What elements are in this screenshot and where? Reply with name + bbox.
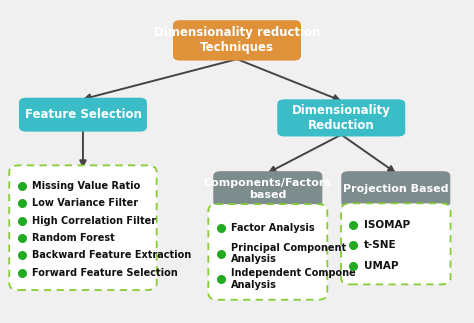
Text: Low Variance Filter: Low Variance Filter: [32, 198, 138, 208]
FancyBboxPatch shape: [9, 165, 156, 290]
Text: Feature Selection: Feature Selection: [25, 108, 141, 121]
Text: Missing Value Ratio: Missing Value Ratio: [32, 181, 140, 191]
FancyBboxPatch shape: [341, 171, 450, 207]
Text: Factor Analysis: Factor Analysis: [231, 224, 315, 233]
Text: UMAP: UMAP: [364, 261, 398, 271]
Text: High Correlation Filter: High Correlation Filter: [32, 216, 156, 225]
Text: Projection Based: Projection Based: [343, 184, 448, 194]
FancyBboxPatch shape: [19, 98, 147, 132]
Text: Principal Component
Analysis: Principal Component Analysis: [231, 243, 346, 264]
FancyBboxPatch shape: [208, 204, 327, 300]
FancyBboxPatch shape: [213, 171, 322, 207]
Text: ISOMAP: ISOMAP: [364, 220, 410, 230]
FancyBboxPatch shape: [173, 20, 301, 61]
Text: Dimensionality reduction
Techniques: Dimensionality reduction Techniques: [154, 26, 320, 54]
Text: Random Forest: Random Forest: [32, 233, 115, 243]
FancyBboxPatch shape: [341, 203, 450, 284]
Text: t-SNE: t-SNE: [364, 241, 396, 250]
FancyBboxPatch shape: [277, 99, 405, 136]
Text: Components/Factors
based: Components/Factors based: [204, 178, 332, 200]
Text: Forward Feature Selection: Forward Feature Selection: [32, 268, 178, 278]
Text: Backward Feature Extraction: Backward Feature Extraction: [32, 251, 191, 260]
Text: Independent Compone
Analysis: Independent Compone Analysis: [231, 268, 356, 289]
Text: Dimensionality
Reduction: Dimensionality Reduction: [292, 104, 391, 132]
